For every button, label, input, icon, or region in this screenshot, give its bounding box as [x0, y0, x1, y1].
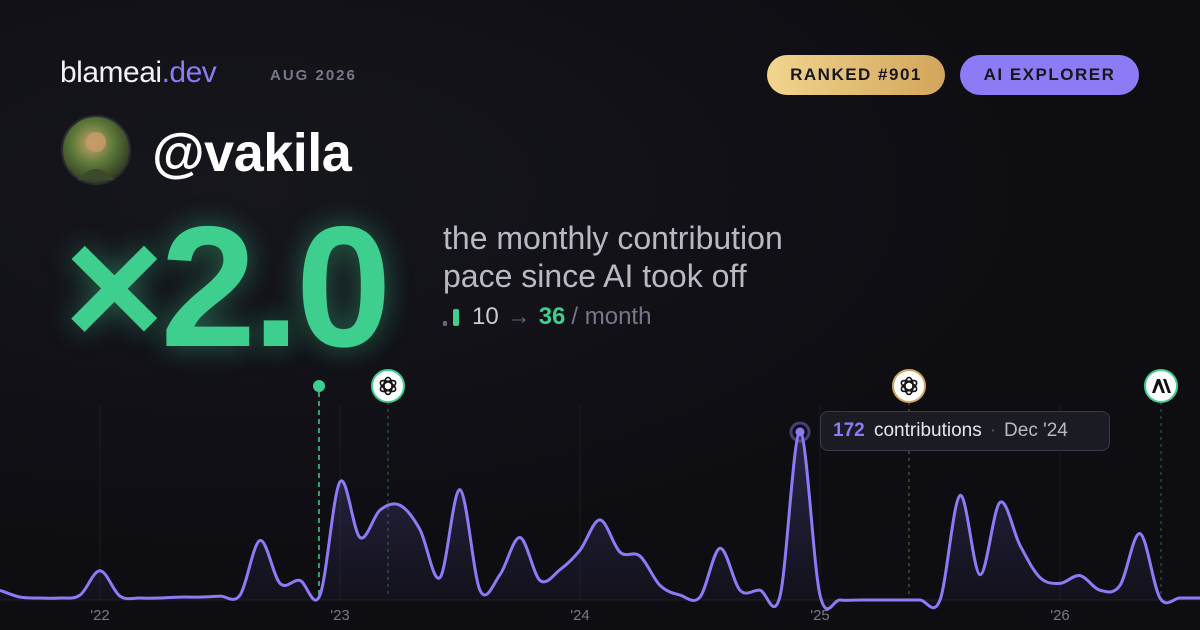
tooltip-value: 172	[833, 420, 865, 441]
tooltip-unit: contributions	[873, 420, 982, 441]
pace-icon	[443, 309, 459, 326]
x-tick-label: '22	[90, 607, 110, 624]
multiplier: ×2.0	[64, 191, 392, 383]
description: pace since AI took off	[443, 258, 747, 294]
highlight-ring	[789, 421, 811, 443]
x-tick-label: '26	[1050, 607, 1070, 624]
x-tick-label: '25	[810, 607, 830, 624]
line	[0, 430, 1200, 611]
brand-name: blameai	[60, 56, 162, 89]
brand: blameai.dev	[60, 56, 217, 90]
rank-badge: RANKED #901	[767, 55, 945, 95]
x-tick-label: '23	[330, 607, 350, 624]
event-dot	[313, 380, 325, 392]
openai-icon	[371, 369, 405, 403]
tooltip: 172 contributions · Dec '24	[820, 411, 1110, 451]
openai-icon	[892, 369, 926, 403]
pace-arrow: →	[506, 303, 531, 330]
date: AUG 2026	[270, 67, 357, 84]
description: the monthly contribution	[443, 220, 783, 256]
pace: 10 → 36/ month	[472, 303, 651, 331]
highlight-point	[795, 427, 805, 437]
avatar	[61, 115, 131, 185]
tier-badge: AI EXPLORER	[960, 55, 1139, 95]
pace-before: 10	[472, 303, 499, 330]
pace-after: 36	[538, 303, 566, 330]
x-tick-label: '24	[570, 607, 590, 624]
tooltip-date: Dec '24	[1004, 420, 1068, 441]
handle: @vakila	[152, 123, 352, 183]
anthropic-icon	[1144, 369, 1178, 403]
pace-unit: / month	[571, 303, 652, 330]
brand-tld: .dev	[161, 56, 217, 89]
